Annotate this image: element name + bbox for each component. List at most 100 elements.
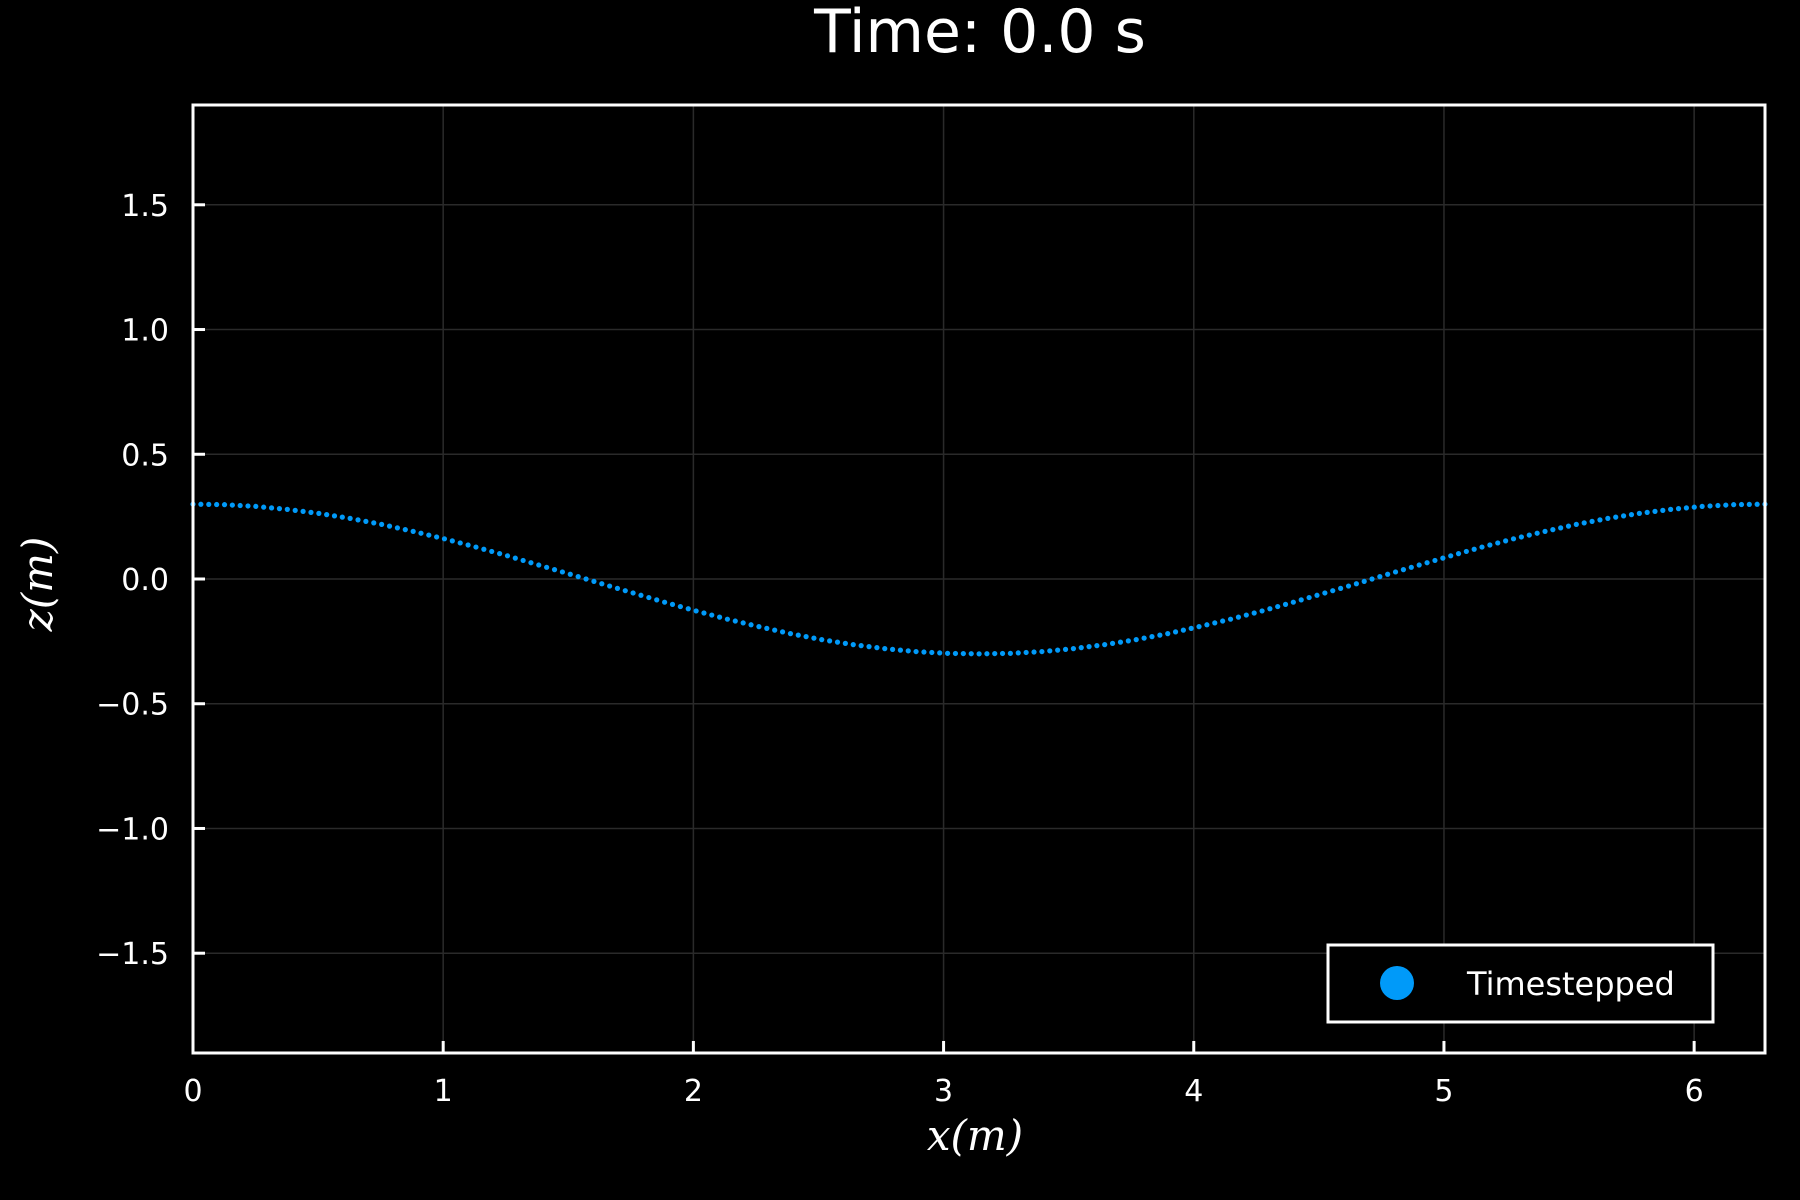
data-point — [1400, 567, 1407, 573]
x-tick-label: 6 — [1685, 1074, 1704, 1109]
data-point — [944, 650, 951, 656]
data-point — [1306, 594, 1312, 601]
data-point — [1416, 562, 1422, 568]
data-point — [1055, 647, 1061, 653]
data-point — [292, 507, 298, 513]
data-point — [992, 650, 998, 657]
data-point — [457, 540, 463, 546]
data-point — [324, 512, 330, 518]
data-point — [1094, 643, 1100, 649]
data-point — [1220, 618, 1226, 624]
data-point — [756, 624, 762, 630]
data-points — [190, 501, 1768, 657]
data-point — [1172, 629, 1179, 635]
data-point — [1534, 530, 1540, 536]
data-point — [253, 503, 259, 510]
data-point — [889, 646, 896, 652]
data-point — [677, 603, 683, 610]
data-point — [1479, 544, 1485, 550]
data-point — [960, 650, 966, 657]
data-point — [1015, 650, 1021, 656]
data-point — [1573, 521, 1579, 527]
data-point — [1235, 614, 1242, 620]
data-point — [331, 513, 338, 519]
data-point — [1102, 642, 1108, 648]
data-point — [842, 640, 848, 646]
data-point — [599, 581, 605, 587]
data-point — [1660, 507, 1666, 513]
data-point — [339, 514, 345, 520]
y-tick-label: 1.5 — [121, 189, 169, 224]
data-point — [402, 527, 408, 533]
data-point — [583, 576, 589, 582]
data-point — [300, 508, 306, 514]
data-point — [1385, 571, 1391, 577]
data-point — [709, 612, 715, 618]
data-point — [1707, 503, 1713, 509]
data-point — [905, 648, 911, 654]
data-point — [1691, 504, 1697, 510]
data-point — [363, 518, 369, 524]
data-point — [638, 592, 644, 598]
data-point — [1133, 637, 1139, 643]
x-tick-label: 0 — [183, 1074, 202, 1109]
data-point — [261, 504, 267, 510]
data-point — [386, 523, 393, 529]
data-point — [1157, 632, 1163, 638]
data-point — [1007, 650, 1013, 656]
x-tick-label: 4 — [1184, 1074, 1203, 1109]
data-point — [1290, 599, 1296, 605]
data-point — [874, 645, 880, 651]
data-point — [1298, 597, 1304, 603]
data-point — [1125, 638, 1131, 644]
data-point — [1565, 523, 1572, 529]
data-point — [1644, 509, 1650, 515]
data-point — [481, 546, 487, 552]
data-point — [1282, 601, 1289, 607]
chart-title: Time: 0.0 s — [813, 0, 1146, 67]
data-point — [614, 585, 621, 591]
data-point — [379, 521, 385, 527]
data-point — [1023, 649, 1029, 656]
y-tick-label: −1.5 — [96, 937, 169, 972]
x-tick-label: 2 — [684, 1074, 703, 1109]
data-point — [544, 564, 550, 570]
axis-ticks: 0 1 2 3 4 5 6 −1.5 −1.0 −0.5 0.0 0.5 1.0 1.5 — [96, 189, 1704, 1109]
data-point — [418, 530, 424, 536]
data-point — [693, 608, 699, 614]
data-point — [268, 505, 275, 511]
data-point — [1322, 590, 1328, 596]
data-point — [952, 650, 959, 657]
data-point — [701, 610, 707, 616]
data-point — [646, 594, 652, 601]
data-point — [284, 506, 290, 512]
data-point — [795, 632, 801, 638]
data-point — [551, 567, 558, 573]
legend-marker-timestepped — [1380, 966, 1414, 1000]
data-point — [520, 557, 526, 564]
data-point — [198, 501, 204, 507]
y-tick-label: 1.0 — [121, 314, 169, 349]
data-point — [316, 510, 322, 516]
data-point — [764, 625, 770, 631]
data-point — [1204, 622, 1210, 628]
data-point — [504, 553, 511, 559]
data-point — [1165, 631, 1171, 637]
data-point — [654, 597, 660, 603]
data-point — [1070, 646, 1077, 652]
data-point — [937, 650, 943, 656]
data-point — [1353, 581, 1359, 587]
data-point — [748, 622, 754, 628]
data-point — [866, 644, 872, 650]
data-point — [245, 503, 251, 509]
data-point — [1062, 646, 1069, 652]
data-point — [559, 569, 566, 575]
data-point — [787, 631, 794, 637]
data-point — [1558, 525, 1564, 531]
data-point — [740, 620, 746, 626]
x-tick-label: 3 — [934, 1074, 953, 1109]
data-point — [1275, 603, 1281, 610]
data-point — [1047, 648, 1053, 654]
data-point — [1487, 542, 1493, 548]
